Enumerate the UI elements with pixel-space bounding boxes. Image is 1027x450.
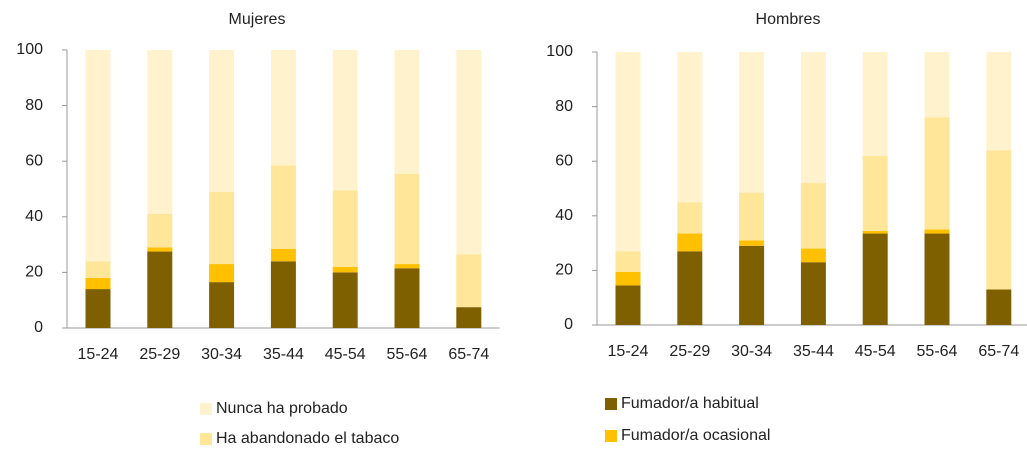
bar-segment [332, 266, 358, 273]
legend-swatch [200, 403, 212, 415]
bar-segment [924, 117, 950, 230]
bar-segment [677, 233, 703, 252]
bar-segment [332, 272, 358, 328]
legend-label: Fumador/a ocasional [621, 427, 770, 444]
bar-segment [862, 230, 888, 234]
x-tick-label: 30-34 [201, 346, 242, 363]
y-tick-label: 20 [555, 262, 573, 279]
x-tick-label: 45-54 [325, 346, 366, 363]
x-tick-label: 15-24 [608, 343, 649, 360]
x-tick-label: 30-34 [731, 343, 772, 360]
bar-segment [270, 261, 296, 328]
bar-segment [209, 264, 235, 283]
bar-segment [85, 277, 111, 290]
chart-title: Mujeres [229, 11, 286, 28]
bar-segment [147, 50, 173, 215]
bar-segment [739, 52, 765, 193]
y-tick-label: 100 [16, 41, 43, 58]
bar-segment [85, 289, 111, 328]
bar-segment [677, 251, 703, 325]
legend-label: Nunca ha probado [216, 400, 348, 417]
bar-segment [862, 233, 888, 325]
bar-segment [456, 254, 482, 308]
bar-segment [615, 285, 641, 325]
legend-swatch [605, 430, 617, 442]
x-tick-label: 15-24 [78, 346, 119, 363]
bar-segment [394, 268, 420, 328]
bar-segment [677, 52, 703, 203]
y-tick-label: 40 [25, 208, 43, 225]
bar-segment [800, 248, 826, 263]
bar-segment [270, 165, 296, 249]
bar-segment [739, 240, 765, 246]
x-tick-label: 35-44 [793, 343, 834, 360]
bar-segment [270, 248, 296, 262]
bar-segment [332, 50, 358, 191]
bar-segment [85, 50, 111, 262]
bar-segment [862, 52, 888, 156]
x-tick-label: 55-64 [917, 343, 958, 360]
bar-segment [800, 183, 826, 249]
bar-segment [394, 264, 420, 269]
bar-segment [270, 50, 296, 166]
bar-segment [739, 245, 765, 325]
bar-segment [147, 247, 173, 252]
bar-segment [924, 233, 950, 325]
bar-segment [615, 52, 641, 252]
x-tick-label: 25-29 [139, 346, 180, 363]
y-tick-label: 0 [34, 319, 43, 336]
x-tick-label: 25-29 [669, 343, 710, 360]
bar-segment [986, 289, 1012, 325]
bar-segment [394, 50, 420, 174]
x-tick-label: 35-44 [263, 346, 304, 363]
bar-segment [209, 282, 235, 328]
bar-segment [85, 261, 111, 278]
y-tick-label: 60 [25, 152, 43, 169]
bar-segment [394, 173, 420, 265]
y-tick-label: 80 [25, 97, 43, 114]
y-tick-label: 0 [564, 316, 573, 333]
legend-swatch [200, 433, 212, 445]
bar-segment [986, 150, 1012, 290]
legend-label: Ha abandonado el tabaco [216, 430, 399, 447]
bar-segment [147, 214, 173, 248]
bar-segment [739, 192, 765, 241]
bar-segment [147, 251, 173, 328]
bar-segment [862, 155, 888, 231]
bar-segment [800, 52, 826, 184]
bar-segment [209, 191, 235, 265]
bar-segment [615, 251, 641, 272]
x-tick-label: 65-74 [978, 343, 1019, 360]
y-tick-label: 100 [546, 43, 573, 60]
legend-label: Fumador/a habitual [621, 395, 759, 412]
bar-segment [924, 229, 950, 234]
x-tick-label: 65-74 [448, 346, 489, 363]
bar-segment [986, 52, 1012, 151]
bar-segment [924, 52, 950, 118]
chart-title: Hombres [756, 11, 821, 28]
x-tick-label: 45-54 [855, 343, 896, 360]
bar-segment [677, 202, 703, 234]
y-tick-label: 80 [555, 98, 573, 115]
y-tick-label: 40 [555, 207, 573, 224]
bar-segment [800, 262, 826, 325]
bar-segment [456, 307, 482, 328]
bar-segment [332, 190, 358, 267]
x-tick-label: 55-64 [387, 346, 428, 363]
legend-swatch [605, 398, 617, 410]
bar-segment [456, 50, 482, 255]
bar-segment [615, 271, 641, 286]
y-tick-label: 20 [25, 264, 43, 281]
y-tick-label: 60 [555, 152, 573, 169]
bar-segment [209, 50, 235, 192]
